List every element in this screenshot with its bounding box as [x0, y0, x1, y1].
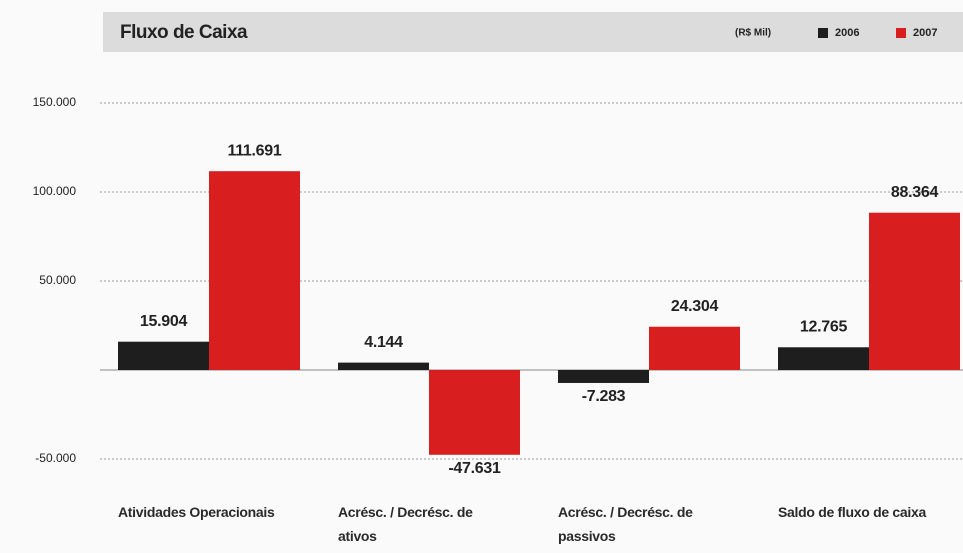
value-label: 88.364 — [891, 184, 939, 201]
y-tick-label: 150.000 — [33, 95, 77, 109]
legend-label: 2006 — [835, 27, 859, 39]
legend-swatch — [896, 28, 906, 38]
bar — [209, 171, 300, 370]
y-tick-label: -50.000 — [35, 451, 76, 465]
legend-label: 2007 — [913, 27, 937, 39]
value-label: 12.765 — [800, 318, 848, 335]
y-tick-label: 100.000 — [33, 184, 77, 198]
x-tick-label: Saldo de fluxo de caixa — [778, 504, 926, 520]
y-tick-label: 50.000 — [39, 273, 76, 287]
value-label: 15.904 — [140, 313, 188, 330]
value-label: 111.691 — [228, 142, 282, 159]
value-label: -47.631 — [448, 460, 501, 477]
value-label: 24.304 — [671, 298, 719, 315]
bar — [429, 370, 520, 455]
x-tick-label: Atividades Operacionais — [118, 504, 275, 520]
x-tick-label: Acrésc. / Decrésc. de ativos — [338, 504, 473, 544]
bar — [558, 370, 649, 383]
value-label: 4.144 — [364, 334, 403, 351]
bar — [338, 362, 429, 370]
bar — [778, 347, 869, 370]
legend-swatch — [818, 28, 828, 38]
bar — [118, 341, 209, 370]
x-tick-label: Acrésc. / Decrésc. de passivos — [558, 504, 693, 544]
bar — [869, 212, 960, 370]
bar — [649, 326, 740, 370]
value-label: -7.283 — [582, 388, 626, 405]
chart-title: Fluxo de Caixa — [120, 22, 248, 43]
unit-label: (R$ Mil) — [735, 28, 771, 39]
